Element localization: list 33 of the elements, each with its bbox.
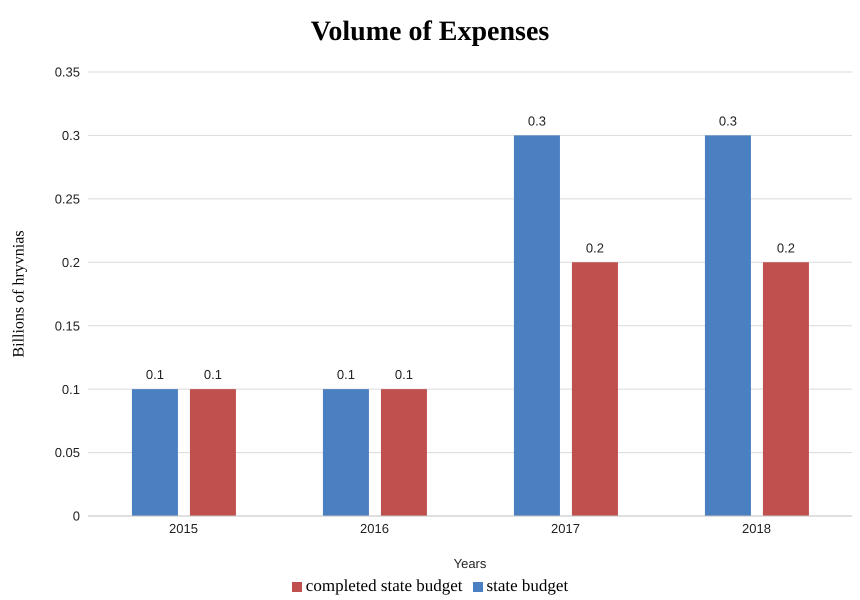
data-label: 0.3 [528, 113, 546, 128]
data-label: 0.3 [718, 113, 737, 128]
y-tick-label: 0.2 [62, 254, 80, 270]
data-label: 0.2 [586, 240, 604, 256]
data-label: 0.1 [394, 367, 413, 382]
legend-label: completed state budget [306, 576, 463, 595]
bar [704, 135, 751, 516]
legend-label: state budget [486, 576, 568, 595]
bar [514, 135, 560, 516]
bar [322, 389, 369, 516]
chart-title: Volume of Expenses [310, 15, 550, 49]
y-tick-label: 0.25 [54, 191, 80, 206]
y-tick-label: 0.3 [62, 128, 80, 144]
bar [190, 389, 236, 516]
data-label: 0.1 [146, 367, 164, 382]
x-tick-label: 2018 [742, 521, 771, 536]
bar [132, 389, 178, 516]
bar [572, 262, 618, 516]
x-tick-label: 2016 [360, 521, 389, 536]
y-tick-label: 0.1 [62, 382, 80, 397]
data-label: 0.1 [204, 367, 222, 382]
y-axis-title: Billions of hryvnias [10, 230, 28, 358]
x-tick-label: 2017 [551, 521, 580, 536]
bar [762, 262, 809, 516]
y-tick-label: 0 [72, 508, 80, 524]
data-label: 0.1 [336, 367, 355, 382]
x-axis-title: Years [454, 556, 487, 571]
y-tick-label: 0.35 [54, 64, 80, 80]
y-tick-label: 0.05 [54, 445, 80, 460]
data-label: 0.2 [776, 240, 795, 256]
y-tick-label: 0.15 [54, 318, 80, 334]
x-tick-label: 2015 [169, 521, 198, 536]
bar [380, 389, 427, 516]
